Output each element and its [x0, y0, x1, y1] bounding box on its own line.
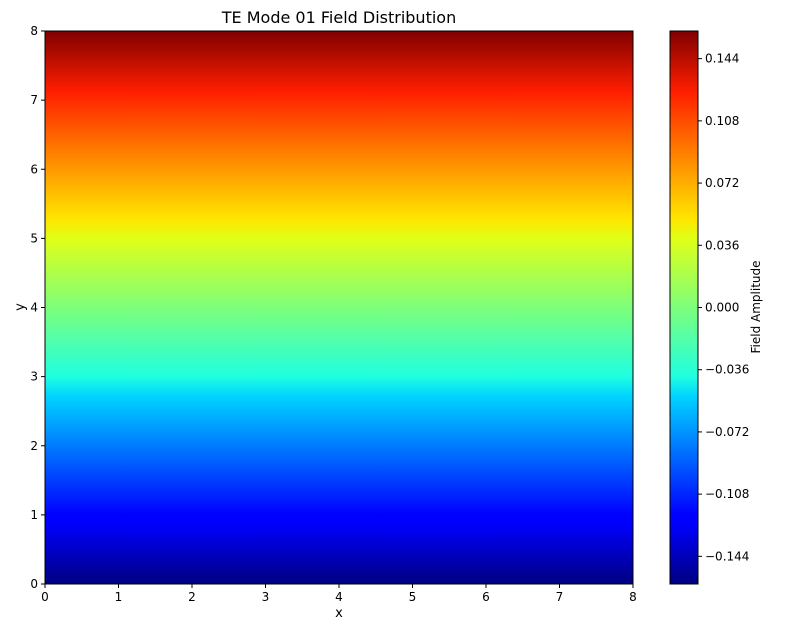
y-tick-label: 8	[30, 24, 38, 38]
chart-title: TE Mode 01 Field Distribution	[221, 8, 456, 27]
y-tick-label: 5	[30, 231, 38, 245]
y-tick-label: 7	[30, 93, 38, 107]
y-axis-label: y	[13, 303, 28, 311]
y-tick-label: 1	[30, 508, 38, 522]
heatmap-field	[45, 31, 633, 584]
x-tick-label: 1	[115, 590, 123, 604]
colorbar	[670, 31, 698, 584]
colorbar-tick-label: −0.108	[705, 487, 749, 501]
x-tick-label: 3	[262, 590, 270, 604]
x-tick-label: 0	[41, 590, 49, 604]
x-axis: 0 1 2 3 4 5 6 7 8	[41, 584, 637, 604]
y-tick-label: 2	[30, 439, 38, 453]
x-tick-label: 6	[482, 590, 490, 604]
colorbar-tick-label: 0.108	[705, 114, 739, 128]
y-axis: 0 1 2 3 4 5 6 7 8	[30, 24, 45, 591]
y-tick-label: 3	[30, 370, 38, 384]
y-tick-label: 4	[30, 301, 38, 315]
colorbar-axis: −0.144 −0.108 −0.072 −0.036 0.000 0.036 0.072 0…	[698, 52, 749, 563]
colorbar-tick-label: −0.072	[705, 425, 749, 439]
colorbar-tick-label: 0.000	[705, 301, 739, 315]
x-tick-label: 8	[629, 590, 637, 604]
colorbar-tick-label: −0.036	[705, 363, 749, 377]
x-axis-label: x	[335, 606, 343, 621]
colorbar-label: Field Amplitude	[749, 260, 763, 353]
x-tick-label: 7	[556, 590, 564, 604]
colorbar-tick-label: −0.144	[705, 549, 749, 563]
y-tick-label: 0	[30, 577, 38, 591]
colorbar-tick-label: 0.072	[705, 176, 739, 190]
colorbar-tick-label: 0.144	[705, 52, 739, 66]
y-tick-label: 6	[30, 162, 38, 176]
x-tick-label: 5	[409, 590, 417, 604]
x-tick-label: 4	[335, 590, 343, 604]
colorbar-tick-label: 0.036	[705, 238, 739, 252]
x-tick-label: 2	[188, 590, 196, 604]
